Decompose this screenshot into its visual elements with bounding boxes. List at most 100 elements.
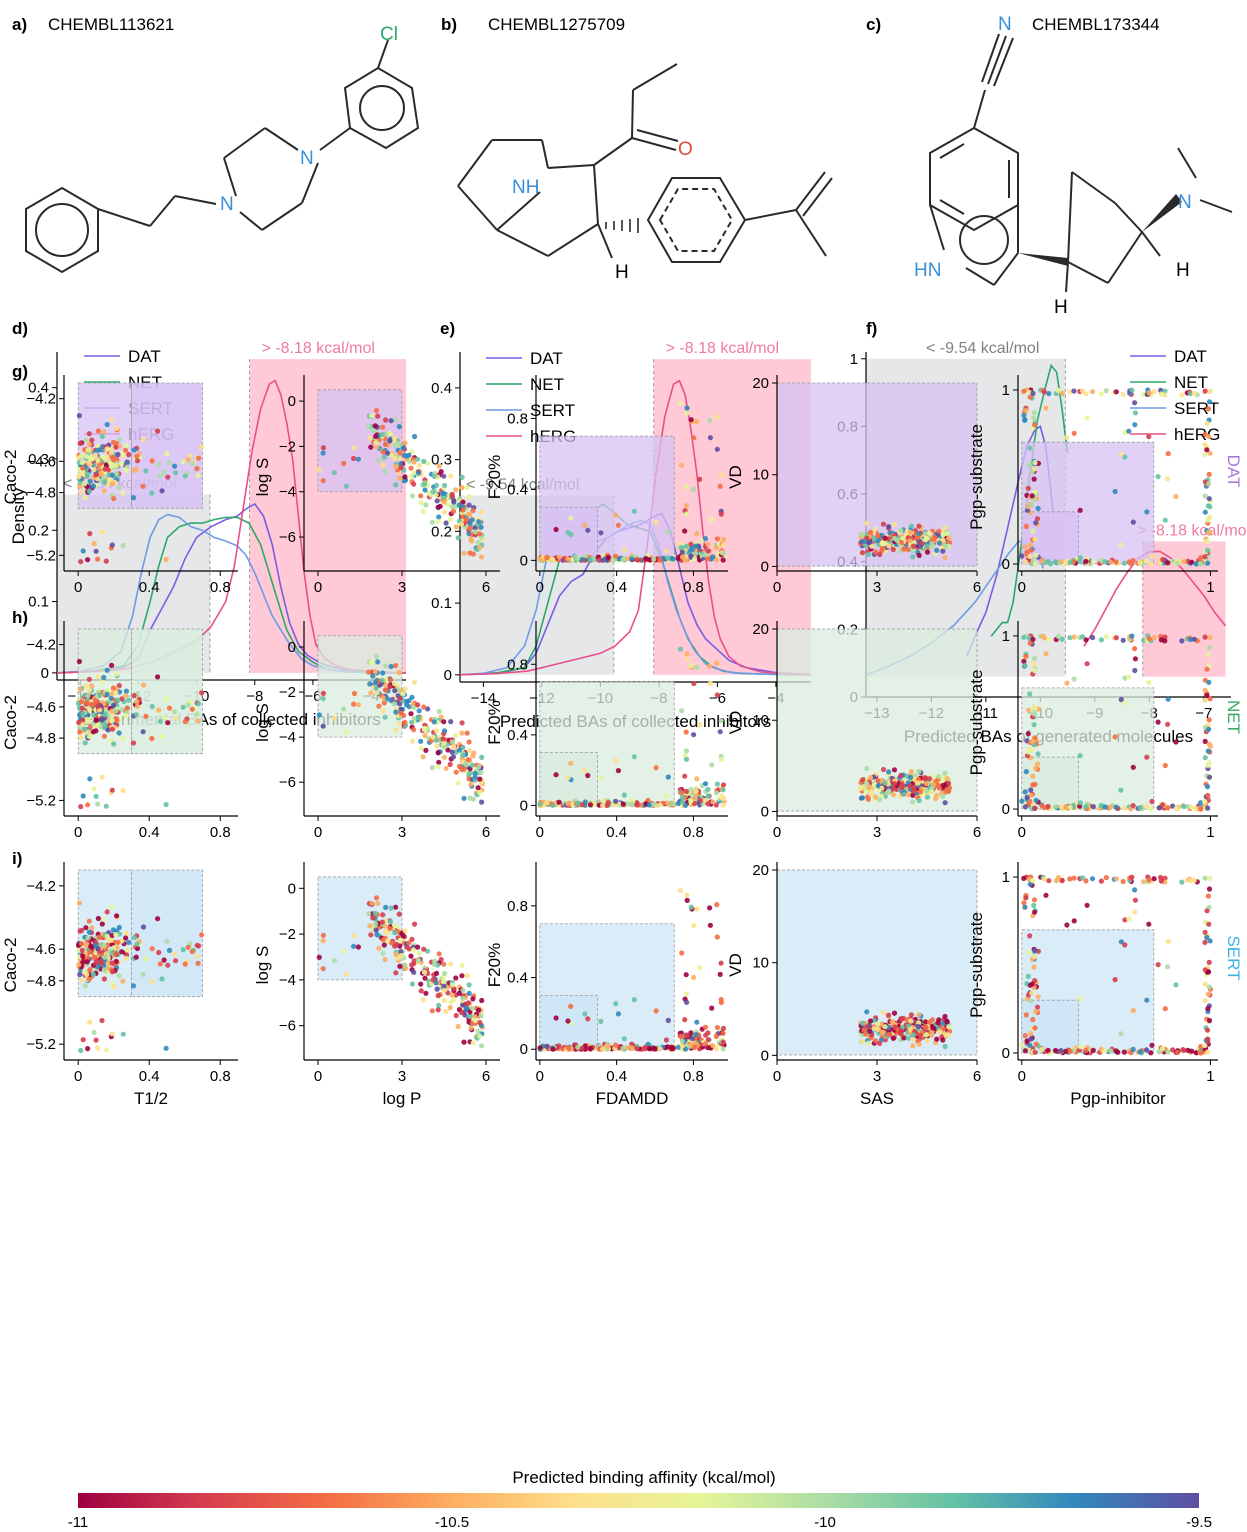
scatter-point (864, 520, 870, 526)
scatter-point (1102, 559, 1108, 565)
scatter-point (688, 798, 694, 804)
scatter-point (1206, 921, 1212, 927)
scatter-point (1027, 1042, 1033, 1048)
scatter-point (478, 769, 484, 776)
scatter-point (459, 474, 465, 480)
scatter-point (1025, 973, 1031, 980)
scatter-point (398, 949, 404, 955)
scatter-point (373, 685, 379, 691)
scatter-point (653, 519, 659, 526)
scatter-point (615, 522, 622, 528)
x-tick-label: 0 (773, 1068, 781, 1085)
scatter-point (717, 971, 723, 978)
molecule-id-a: CHEMBL113621 (48, 15, 174, 34)
scatter-point (120, 1031, 126, 1037)
scatter-point (469, 762, 475, 768)
scatter-point (1031, 661, 1037, 667)
scatter-point (130, 740, 137, 746)
scatter-point (466, 494, 472, 500)
scatter-point (463, 1005, 469, 1011)
scatter-point (1205, 503, 1211, 509)
scatter-point (86, 431, 92, 437)
scatter-point (684, 892, 690, 898)
scatter-point (1132, 909, 1138, 915)
scatter-point (86, 976, 92, 982)
scatter-point (79, 705, 85, 711)
x-tick-label: 1 (1206, 824, 1214, 841)
scatter-point (402, 962, 408, 968)
scatter-point (942, 770, 948, 776)
scatter-point (123, 930, 129, 936)
scatter-point (343, 729, 349, 735)
scatter-point (657, 802, 663, 808)
scatter-point (102, 466, 108, 472)
scatter-point (105, 969, 111, 976)
x-tick-label: 0 (1018, 1068, 1026, 1085)
scatter-point (82, 726, 88, 732)
scatter-point (714, 536, 721, 542)
scatter-point (99, 679, 105, 685)
scatter-point (449, 739, 456, 745)
scatter-point (710, 799, 716, 805)
scatter-point (1071, 676, 1077, 682)
scatter-point (133, 466, 139, 472)
scatter-point (91, 1029, 97, 1035)
scatter-point (691, 1044, 698, 1050)
scatter-point (140, 436, 147, 442)
scatter-point (916, 523, 922, 529)
x-tick-label: 0.8 (683, 824, 704, 841)
scatter-point (380, 937, 386, 943)
scatter-point (940, 548, 946, 554)
scatter-point (585, 527, 591, 533)
scatter-point (173, 470, 179, 476)
scatter-point (915, 1023, 921, 1030)
scatter-point (85, 557, 91, 563)
scatter-point (1024, 1038, 1030, 1044)
scatter-point (1122, 917, 1128, 923)
scatter-point (110, 927, 117, 933)
scatter-point (120, 490, 126, 496)
x-tick-label: 0 (1018, 579, 1026, 596)
scatter-point (916, 552, 922, 559)
scatter-point (1126, 428, 1132, 434)
scatter-point (1132, 656, 1138, 662)
scatter-point (96, 447, 102, 453)
scatter-point (867, 539, 873, 546)
scatter-point (368, 932, 374, 938)
scatter-point (1165, 721, 1171, 727)
scatter-point (99, 471, 105, 478)
y-tick-label: 0 (761, 803, 769, 820)
scatter-point (157, 961, 163, 967)
y-tick-label: 0.2 (431, 523, 452, 540)
scatter-point (479, 754, 485, 761)
y-tick-label: −4.8 (26, 730, 56, 747)
scatter-point (714, 692, 720, 698)
scatter-point (423, 990, 429, 996)
scatter-point (95, 801, 101, 807)
y-tick-label: 1 (1002, 628, 1010, 645)
scatter-point (556, 799, 562, 805)
scatter-point (923, 535, 929, 542)
scatter-point (442, 970, 448, 977)
scatter-point (406, 698, 412, 704)
scatter-point (1063, 804, 1069, 811)
scatter-point (1130, 519, 1136, 525)
scatter-point (380, 912, 386, 918)
scatter-point (710, 554, 716, 560)
scatter-point (448, 719, 454, 725)
scatter-point (892, 535, 898, 542)
scatter-point (689, 792, 695, 798)
scatter-point (102, 712, 108, 718)
scatter-point (351, 943, 357, 949)
x-tick-label: 0 (74, 824, 82, 841)
scatter-point (915, 780, 921, 786)
scatter-point (1080, 634, 1086, 640)
scatter-point (435, 1007, 441, 1013)
scatter-point (550, 1046, 556, 1052)
scatter-point (718, 756, 724, 763)
threshold-label-grey: < -9.54 kcal/mol (926, 340, 1039, 357)
scatter-point (1198, 561, 1204, 567)
scatter-point (472, 770, 478, 777)
